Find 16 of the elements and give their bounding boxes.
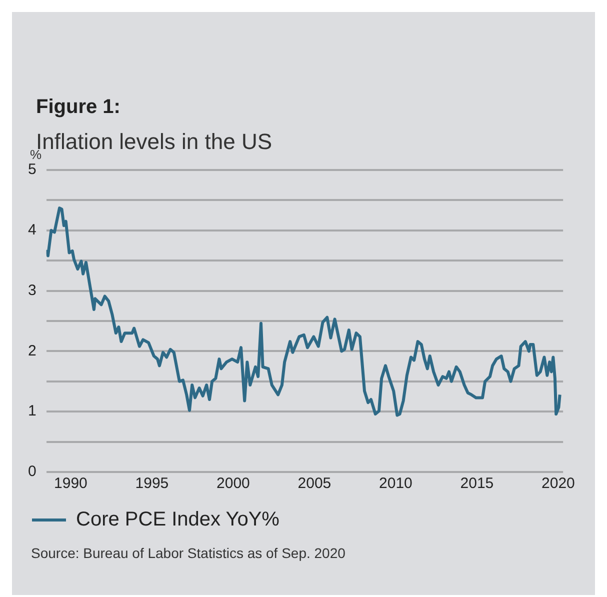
x-tick-label: 2005 [298,475,332,492]
y-tick-label: 5 [28,161,36,178]
y-tick-label: 4 [28,222,36,239]
legend-label: Core PCE Index YoY% [76,508,280,531]
x-tick-label: 1995 [135,475,169,492]
x-tick-label: 1990 [54,475,88,492]
y-tick-label: 2 [28,342,36,360]
chart-title: Figure 1: [36,96,120,119]
y-tick-label: 0 [28,463,36,480]
x-tick-label: 2020 [542,475,575,492]
x-tick-label: 2010 [379,475,412,492]
y-tick-label: 3 [28,282,36,299]
x-tick-label: 2000 [216,475,250,492]
x-tick-label: 2015 [460,475,494,492]
y-tick-label: 1 [28,402,36,420]
source-note: Source: Bureau of Labor Statistics as of Sep. 2020 [31,545,346,561]
